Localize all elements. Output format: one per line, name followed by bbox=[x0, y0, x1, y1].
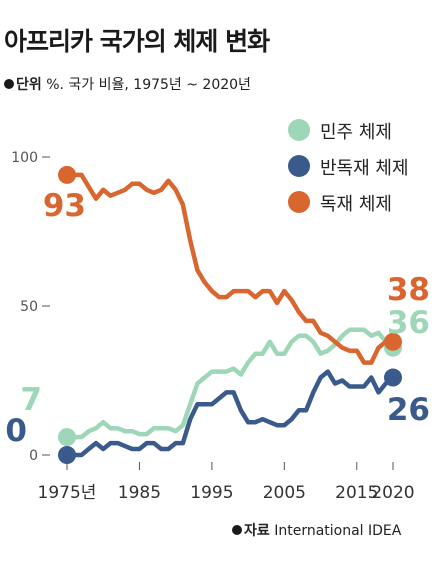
source-text: International IDEA bbox=[274, 523, 402, 539]
bullet-dot-icon bbox=[232, 525, 242, 535]
y-axis: 0 50 100 bbox=[11, 150, 50, 464]
data-label-start-hybrid: 0 bbox=[5, 413, 27, 449]
unit-text: %. 국가 비율, 1975년 ~ 2020년 bbox=[46, 77, 251, 93]
legend-label-hybrid: 반독재 체제 bbox=[320, 158, 409, 179]
data-labels: 0 26 7 36 93 38 bbox=[5, 188, 430, 449]
series-line-democracy bbox=[64, 327, 396, 440]
data-label-end-autocracy: 38 bbox=[387, 272, 430, 308]
data-label-end-hybrid: 26 bbox=[387, 392, 430, 428]
legend-swatch-democracy bbox=[288, 119, 310, 141]
y-tick-label: 100 bbox=[11, 150, 38, 166]
unit-label: 단위 bbox=[16, 77, 42, 93]
unit-note: 단위 %. 국가 비율, 1975년 ~ 2020년 bbox=[4, 74, 251, 94]
y-tick-label: 0 bbox=[29, 448, 38, 464]
y-tick-label: 50 bbox=[20, 299, 38, 315]
legend-label-democracy: 민주 체제 bbox=[320, 122, 392, 143]
x-tick-label: 1985 bbox=[118, 483, 161, 503]
x-tick-label: 2015 bbox=[335, 483, 378, 503]
source-note: 자료 International IDEA bbox=[232, 520, 401, 540]
series-end-point-hybrid bbox=[384, 368, 402, 387]
data-label-end-democracy: 36 bbox=[387, 305, 430, 341]
bullet-dot-icon bbox=[4, 79, 14, 89]
x-tick-label: 1995 bbox=[190, 483, 233, 503]
data-label-start-autocracy: 93 bbox=[43, 188, 86, 224]
series-end-point-autocracy bbox=[384, 332, 402, 351]
series-line-hybrid bbox=[64, 369, 396, 458]
series-endpoints bbox=[58, 165, 402, 464]
x-tick-label: 1975년 bbox=[38, 483, 97, 503]
series-start-point-democracy bbox=[58, 428, 76, 447]
series-line-autocracy bbox=[64, 172, 396, 365]
series-lines bbox=[64, 172, 396, 458]
legend-swatch-hybrid bbox=[288, 155, 310, 177]
legend-label-autocracy: 독재 체제 bbox=[320, 194, 392, 215]
legend-swatch-autocracy bbox=[288, 191, 310, 213]
series-start-point-hybrid bbox=[58, 446, 76, 464]
data-label-start-democracy: 7 bbox=[20, 382, 42, 418]
x-tick-label: 2020 bbox=[371, 483, 414, 503]
series-start-point-autocracy bbox=[58, 165, 76, 184]
chart-title: 아프리카 국가의 체제 변화 bbox=[4, 27, 270, 56]
source-label: 자료 bbox=[244, 523, 270, 539]
x-tick-label: 2005 bbox=[263, 483, 306, 503]
